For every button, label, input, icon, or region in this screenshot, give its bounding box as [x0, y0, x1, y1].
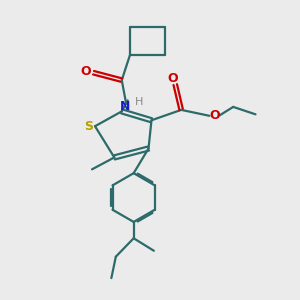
Text: O: O	[81, 65, 92, 78]
Text: H: H	[134, 98, 143, 107]
Text: O: O	[167, 72, 178, 85]
Text: S: S	[84, 120, 93, 133]
Text: N: N	[119, 100, 130, 113]
Text: O: O	[209, 109, 220, 122]
